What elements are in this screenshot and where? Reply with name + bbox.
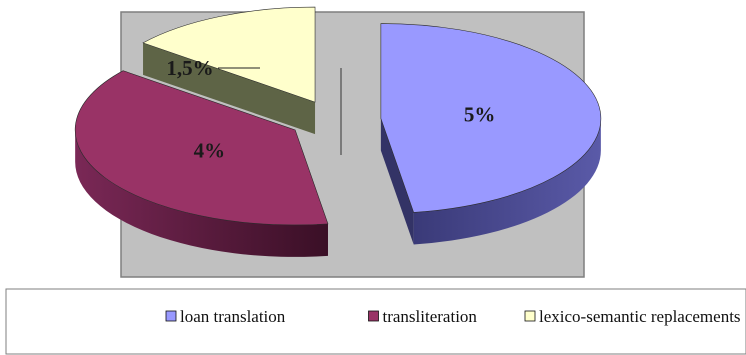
- legend-items: loan translation transliteration lexico-se…: [165, 307, 741, 326]
- data-labels: 1,5% 5% 4%: [166, 56, 495, 162]
- data-label-loan-translation: 5%: [464, 102, 496, 126]
- data-label-transliteration: 4%: [194, 138, 226, 162]
- pie-slices: [74, 6, 602, 257]
- slice-transliteration: [74, 70, 329, 257]
- legend-item-lexico-semantic-replacements: lexico-semantic replacements: [524, 307, 741, 326]
- slice-lexico-semantic-replacements-wall-1: [143, 42, 316, 135]
- legend: [5, 288, 746, 355]
- legend-swatch: [165, 310, 177, 322]
- slice-loan-translation: [380, 23, 602, 245]
- legend-swatch: [368, 310, 379, 322]
- slice-loan-translation-side: [413, 118, 601, 245]
- data-label-lexico-semantic-replacements: 1,5%: [166, 56, 213, 80]
- legend-label: lexico-semantic replacements: [539, 307, 741, 326]
- slice-transliteration-top: [74, 70, 329, 226]
- slice-loan-translation-wall-2: [380, 118, 414, 245]
- legend-item-transliteration: transliteration: [368, 307, 478, 326]
- legend-item-loan-translation: loan translation: [165, 307, 286, 326]
- slice-transliteration-side: [75, 129, 328, 257]
- legend-label: transliteration: [383, 307, 478, 326]
- legend-swatch: [524, 310, 536, 322]
- slice-lexico-semantic-replacements-top: [142, 6, 316, 103]
- legend-label: loan translation: [180, 307, 286, 326]
- slice-loan-translation-top: [380, 23, 602, 213]
- slice-lexico-semantic-replacements: [142, 6, 316, 135]
